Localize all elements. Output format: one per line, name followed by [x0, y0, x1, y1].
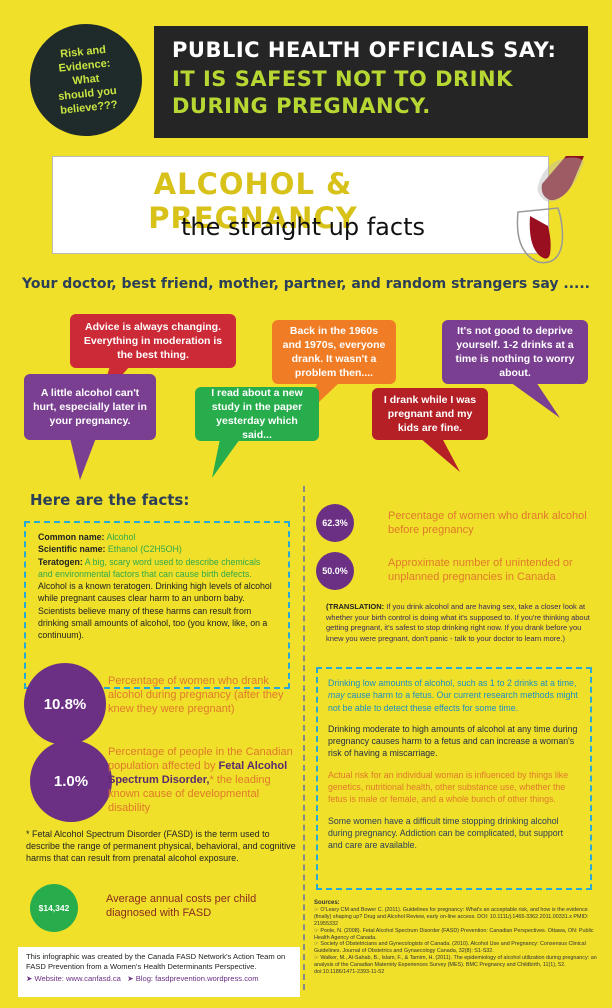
stat-circle-10-8: 10.8% [24, 663, 106, 745]
bubble-text: A little alcohol can't hurt, especially … [33, 387, 147, 427]
stat-text-unplanned: Approximate number of unintended or unpl… [388, 557, 573, 583]
stat-value: 62.3% [322, 518, 348, 528]
stat-circle-62-3: 62.3% [316, 504, 354, 542]
risk-text: Drinking low amounts of alcohol, such as… [328, 678, 577, 688]
teratogen-definition: A big, scary word used to describe chemi… [38, 556, 261, 579]
speech-bubble-kids-fine: I drank while I was pregnant and my kids… [372, 388, 488, 440]
source-text: Poole, N. (2008). Fetal Alcohol Spectrum… [314, 927, 594, 941]
credits-links: ➤ Website: www.canfasd.ca ➤ Blog: fasdpr… [26, 974, 292, 984]
fasd-term: Fetal Alcohol Spectrum Disorder, [108, 760, 288, 786]
stat-circle-50-0: 50.0% [316, 552, 354, 590]
badge-text: Risk and Evidence: What should you belie… [57, 43, 119, 117]
sources-heading: Sources: [314, 900, 340, 906]
speech-bubble-little-alcohol: A little alcohol can't hurt, especially … [24, 374, 156, 440]
source-item: ☞ Poole, N. (2008). Fetal Alcohol Spectr… [314, 927, 594, 941]
common-name-label: Common name: [38, 532, 105, 542]
source-item: ☞ O'Leary CM and Bower C. (2011). Guidel… [314, 906, 589, 927]
stat-text-before-pregnancy: Percentage of women who drank alcohol be… [388, 510, 587, 536]
stat-text-costs: Average annual costs per child diagnosed… [106, 893, 257, 919]
risk-paragraph-3: Actual risk for an individual woman is i… [328, 769, 569, 805]
arrow-icon: ➤ [26, 974, 33, 983]
source-text: Walker, M., Al-Sahab, B., Islam, F., & T… [314, 955, 597, 976]
source-item: ☞ Society of Obstetricians and Gynecolog… [314, 941, 586, 955]
bubble-text: I read about a new study in the paper ye… [211, 387, 303, 441]
bubble-text: Back in the 1960s and 1970s, everyone dr… [282, 325, 386, 379]
bubble-text: Advice is always changing. Everything in… [83, 321, 223, 361]
intro-line: Your doctor, best friend, mother, partne… [22, 276, 590, 292]
wine-glass-icon [516, 156, 584, 264]
risk-paragraph-2: Drinking moderate to high amounts of alc… [328, 723, 578, 759]
page-title: ALCOHOL & PREGNANCY [148, 167, 358, 235]
risk-text: cause harm to a fetus. Our current resea… [328, 690, 578, 713]
teratogen-label: Teratogen: [38, 556, 83, 567]
risk-info-box: Drinking low amounts of alcohol, such as… [316, 667, 592, 890]
fasd-footnote: * Fetal Alcohol Spectrum Disorder (FASD)… [26, 829, 296, 863]
headline-line-2: IT IS SAFEST NOT TO DRINK DURING PREGNAN… [172, 67, 513, 118]
stat-value: 1.0% [53, 772, 89, 790]
speech-bubble-new-study: I read about a new study in the paper ye… [195, 387, 319, 441]
stat-text-fasd-population: Percentage of people in the Canadian pop… [108, 745, 304, 815]
credits-box: This infographic was created by the Cana… [18, 947, 300, 997]
stat-circle-cost: $14,342 [30, 884, 78, 932]
translation-body: If you drink alcohol and are having sex,… [326, 602, 590, 643]
bubble-text: I drank while I was pregnant and my kids… [383, 394, 477, 434]
page-subtitle: the straight up facts [181, 213, 425, 241]
risk-paragraph-4: Some women have a difficult time stoppin… [328, 815, 564, 851]
sources-list: Sources: ☞ O'Leary CM and Bower C. (2011… [314, 900, 600, 976]
stat-text-during-pregnancy: Percentage of women who drank alcohol du… [108, 675, 284, 715]
risk-emphasis: may [328, 690, 345, 701]
column-divider [303, 486, 305, 990]
scientific-name-value: Ethanol (C2H5OH) [107, 544, 182, 555]
translation-note: (TRANSLATION: If you drink alcohol and a… [326, 602, 594, 644]
scientific-name-label: Scientific name: [38, 544, 106, 555]
alcohol-definition-box: Common name: Alcohol Scientific name: Et… [24, 521, 290, 689]
website-link[interactable]: Website: www.canfasd.ca [34, 974, 121, 983]
stat-value: 10.8% [43, 695, 87, 713]
speech-bubble-deprive: It's not good to deprive yourself. 1-2 d… [442, 320, 588, 384]
headline-line-1: PUBLIC HEALTH OFFICIALS SAY: [172, 38, 557, 62]
common-name-value: Alcohol [106, 532, 136, 542]
stat-value: 50.0% [322, 566, 348, 576]
arrow-icon: ➤ [127, 974, 134, 983]
bubble-text: It's not good to deprive yourself. 1-2 d… [455, 325, 575, 379]
stat-text-part: * the leading known cause of development… [108, 774, 271, 814]
alcohol-body-text: Alcohol is a known teratogen. Drinking h… [38, 581, 272, 641]
stat-circle-1-0: 1.0% [30, 740, 112, 822]
speech-bubble-advice: Advice is always changing. Everything in… [70, 314, 236, 368]
title-panel: ALCOHOL & PREGNANCY the straight up fact… [52, 156, 549, 254]
risk-evidence-badge: Risk and Evidence: What should you belie… [24, 18, 148, 142]
credits-text: This infographic was created by the Cana… [26, 952, 286, 971]
speech-bubble-1960s: Back in the 1960s and 1970s, everyone dr… [272, 320, 396, 384]
translation-label: (TRANSLATION: [326, 602, 385, 611]
source-text: O'Leary CM and Bower C. (2011). Guidelin… [314, 906, 589, 927]
risk-paragraph-1: Drinking low amounts of alcohol, such as… [328, 677, 580, 714]
headline-banner: PUBLIC HEALTH OFFICIALS SAY: IT IS SAFES… [154, 26, 588, 138]
source-text: Society of Obstetricians and Gynecologis… [314, 941, 586, 955]
source-item: ☞ Walker, M., Al-Sahab, B., Islam, F., &… [314, 955, 597, 976]
stat-value: $14,342 [38, 903, 70, 913]
blog-link[interactable]: Blog: fasdprevention.wordpress.com [135, 974, 259, 983]
stat-text-part: Percentage of people in the Canadian pop… [108, 746, 293, 772]
facts-heading: Here are the facts: [30, 491, 190, 509]
